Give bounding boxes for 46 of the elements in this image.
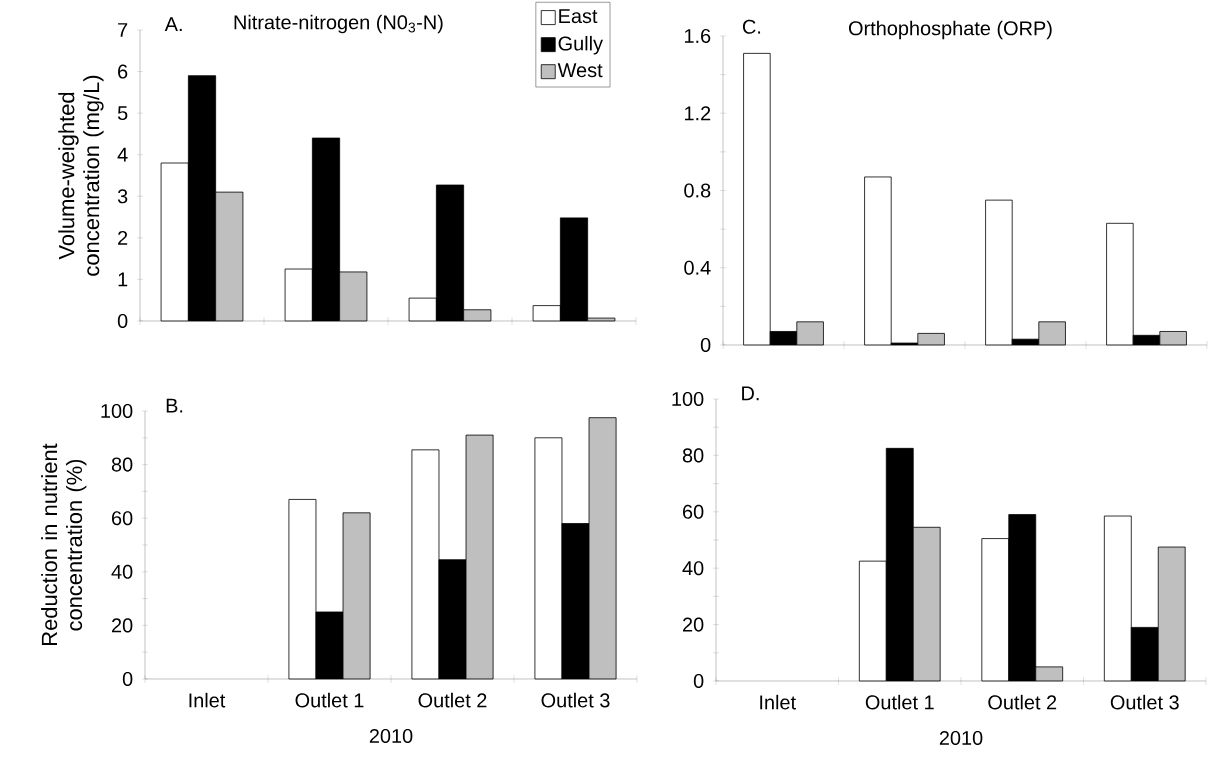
text: C. xyxy=(742,19,761,34)
y-tick-label: 5 xyxy=(117,106,128,121)
y-tick-label: 0.4 xyxy=(684,260,711,275)
x-axis-title: 2010 xyxy=(369,728,413,744)
x-axis-title: 2010 xyxy=(939,730,983,746)
x-tick-label: Inlet xyxy=(189,692,226,708)
y-tick-label: 0 xyxy=(693,673,704,689)
y-tick-label: 100 xyxy=(672,391,704,407)
y-tick-label: 80 xyxy=(682,448,704,463)
y-tick-label: 0 xyxy=(117,313,128,329)
y-tick-label: 1.2 xyxy=(684,106,711,121)
y-tick-label: 100 xyxy=(101,403,133,419)
chart-title: Nitrate-nitrogen (N0$_{3}$-N) xyxy=(234,14,443,34)
y-tick-label: 0.8 xyxy=(684,183,711,198)
y-tick-label: 20 xyxy=(112,618,133,633)
y-tick-label: 3 xyxy=(117,189,128,204)
y-tick-label: 4 xyxy=(117,147,128,162)
y-axis-title: Reduction in nutrient concentration (%) xyxy=(41,443,87,645)
chart-title: Orthophosphate (ORP) xyxy=(848,20,1052,40)
y-tick-label: 7 xyxy=(118,23,128,37)
y-tick-label: 2 xyxy=(118,230,128,245)
x-tick-label: Outlet 3 xyxy=(541,692,610,708)
y-tick-label: 60 xyxy=(683,504,704,519)
y-tick-label: 1.6 xyxy=(684,28,711,44)
y-tick-label: 40 xyxy=(111,564,133,579)
y-tick-label: 6 xyxy=(118,64,128,79)
x-tick-label: Outlet 2 xyxy=(418,692,487,708)
y-tick-label: 60 xyxy=(112,511,133,526)
annotation: A. xyxy=(164,17,182,32)
legend-label: Gully xyxy=(558,35,603,55)
y-tick-label: 40 xyxy=(682,561,704,576)
x-tick-label: Outlet 3 xyxy=(1110,694,1179,710)
x-tick-label: Outlet 1 xyxy=(295,692,364,708)
y-tick-label: 80 xyxy=(111,457,133,472)
y-axis-title: Volume-weighted concentration (mg/L) xyxy=(58,75,104,276)
y-tick-label: 20 xyxy=(683,617,704,632)
annotation: B. xyxy=(166,398,183,413)
y-tick-label: 0 xyxy=(122,671,133,687)
y-tick-label: 0 xyxy=(700,337,711,353)
x-tick-label: Outlet 2 xyxy=(988,694,1057,710)
x-tick-label: Outlet 1 xyxy=(865,694,934,710)
x-tick-label: Inlet xyxy=(760,694,796,710)
y-tick-label: 1 xyxy=(118,272,128,287)
annotation: D. xyxy=(742,386,759,401)
legend-label: East xyxy=(559,9,598,24)
legend-label: West xyxy=(557,63,603,78)
